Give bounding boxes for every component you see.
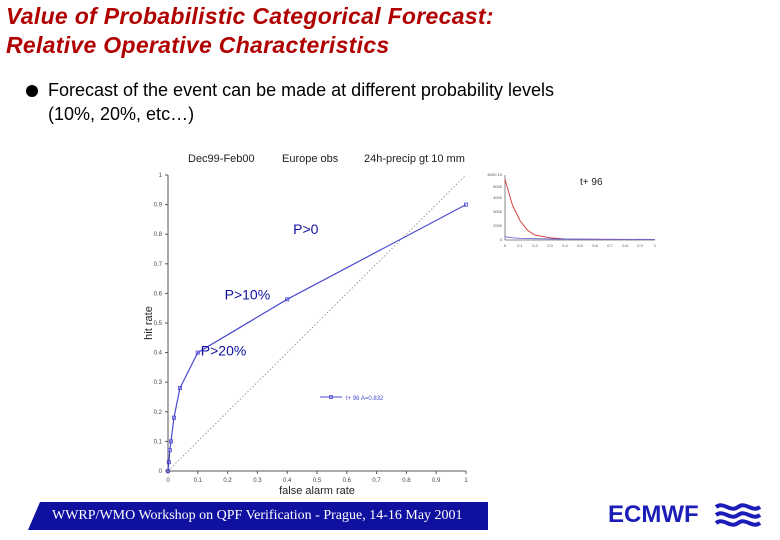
inset-y-tick-label: 2000 bbox=[493, 223, 503, 228]
bullet-dot-icon bbox=[26, 85, 38, 97]
y-tick-label: 0.9 bbox=[154, 203, 163, 209]
inset-x-tick-label: 0.3 bbox=[547, 243, 553, 248]
bullet-line-1: Forecast of the event can be made at dif… bbox=[48, 80, 554, 100]
probability-threshold-label: P>20% bbox=[201, 343, 247, 359]
inset-y-tick-label: 5000 bbox=[493, 184, 503, 189]
y-tick-label: 0.6 bbox=[154, 291, 163, 297]
inset-y-tick-label: 3000 bbox=[493, 209, 503, 214]
inset-y-tick-label: 4000 bbox=[493, 195, 503, 200]
bullet-text: Forecast of the event can be made at dif… bbox=[48, 78, 748, 126]
inset-x-tick-label: 0.2 bbox=[532, 243, 538, 248]
y-tick-label: 0.7 bbox=[154, 262, 163, 268]
y-tick-label: 0.1 bbox=[154, 439, 163, 445]
roc-point bbox=[168, 439, 173, 444]
probability-threshold-label: P>0 bbox=[293, 221, 319, 237]
ecmwf-brand: ECMWF bbox=[608, 501, 699, 528]
roc-point bbox=[285, 297, 290, 302]
title-line-1: Value of Probabilistic Categorical Forec… bbox=[6, 3, 494, 29]
inset-x-tick-label: 0.1 bbox=[517, 243, 523, 248]
x-tick-label: 1 bbox=[464, 478, 468, 484]
roc-point bbox=[166, 468, 171, 473]
roc-series-line bbox=[167, 204, 467, 472]
inset-series-line bbox=[504, 179, 656, 241]
y-tick-label: 0.4 bbox=[154, 351, 163, 357]
inset-y-tick-label: 6000 10 bbox=[488, 172, 503, 177]
roc-point bbox=[166, 460, 171, 465]
x-tick-label: 0.6 bbox=[343, 478, 352, 484]
x-tick-label: 0.9 bbox=[432, 478, 441, 484]
x-tick-label: 0.1 bbox=[194, 478, 203, 484]
y-tick-label: 1 bbox=[159, 173, 163, 179]
x-tick-label: 0 bbox=[166, 478, 170, 484]
roc-chart: Dec99-Feb00 Europe obs 24h-precip gt 10 mm… bbox=[143, 153, 657, 497]
legend-marker bbox=[329, 395, 333, 399]
x-tick-label: 0.5 bbox=[313, 478, 322, 484]
inset-x-tick-label: 1 bbox=[654, 243, 657, 248]
bullet-line-2: (10%, 20%, etc…) bbox=[48, 104, 195, 124]
inset-x-tick-label: 0.5 bbox=[577, 243, 583, 248]
y-tick-label: 0.2 bbox=[154, 410, 163, 416]
title-line-2: Relative Operative Characteristics bbox=[6, 32, 390, 58]
inset-y-tick-label: 0 bbox=[500, 237, 503, 242]
inset-x-tick-label: 0.6 bbox=[592, 243, 598, 248]
chart-title-part: Dec99-Feb00 bbox=[188, 153, 255, 165]
chart-title-part: Europe obs bbox=[282, 153, 339, 165]
inset-x-tick-label: 0 bbox=[504, 243, 507, 248]
y-tick-label: 0.5 bbox=[154, 321, 163, 327]
y-tick-label: 0.3 bbox=[154, 380, 163, 386]
inset-title: t+ 96 bbox=[580, 177, 603, 188]
inset-x-tick-label: 0.9 bbox=[637, 243, 643, 248]
probability-threshold-label: P>10% bbox=[225, 286, 271, 302]
legend-label: t+ 96 A=0.832 bbox=[346, 396, 384, 402]
x-tick-label: 0.8 bbox=[402, 478, 411, 484]
inset-x-tick-label: 0.8 bbox=[622, 243, 628, 248]
roc-point bbox=[171, 415, 176, 420]
x-tick-label: 0.4 bbox=[283, 478, 292, 484]
y-axis-label: hit rate bbox=[143, 306, 155, 340]
inset-series-line bbox=[504, 236, 656, 240]
ecmwf-logo-icon bbox=[714, 503, 762, 527]
x-tick-label: 0.7 bbox=[372, 478, 381, 484]
chart-title-part: 24h-precip gt 10 mm bbox=[364, 153, 465, 165]
roc-point bbox=[195, 350, 200, 355]
inset-x-tick-label: 0.4 bbox=[562, 243, 568, 248]
footer-text: WWRP/WMO Workshop on QPF Verification - … bbox=[52, 508, 463, 523]
y-tick-label: 0.8 bbox=[154, 232, 163, 238]
diagonal-reference-line bbox=[167, 174, 467, 472]
x-tick-label: 0.2 bbox=[223, 478, 232, 484]
x-tick-label: 0.3 bbox=[253, 478, 262, 484]
roc-point bbox=[463, 202, 468, 207]
slide-title: Value of Probabilistic Categorical Forec… bbox=[6, 2, 494, 60]
y-tick-label: 0 bbox=[159, 469, 163, 475]
inset-x-tick-label: 0.7 bbox=[607, 243, 613, 248]
roc-point bbox=[167, 448, 172, 453]
x-axis-label: false alarm rate bbox=[279, 485, 355, 497]
roc-point bbox=[177, 386, 182, 391]
